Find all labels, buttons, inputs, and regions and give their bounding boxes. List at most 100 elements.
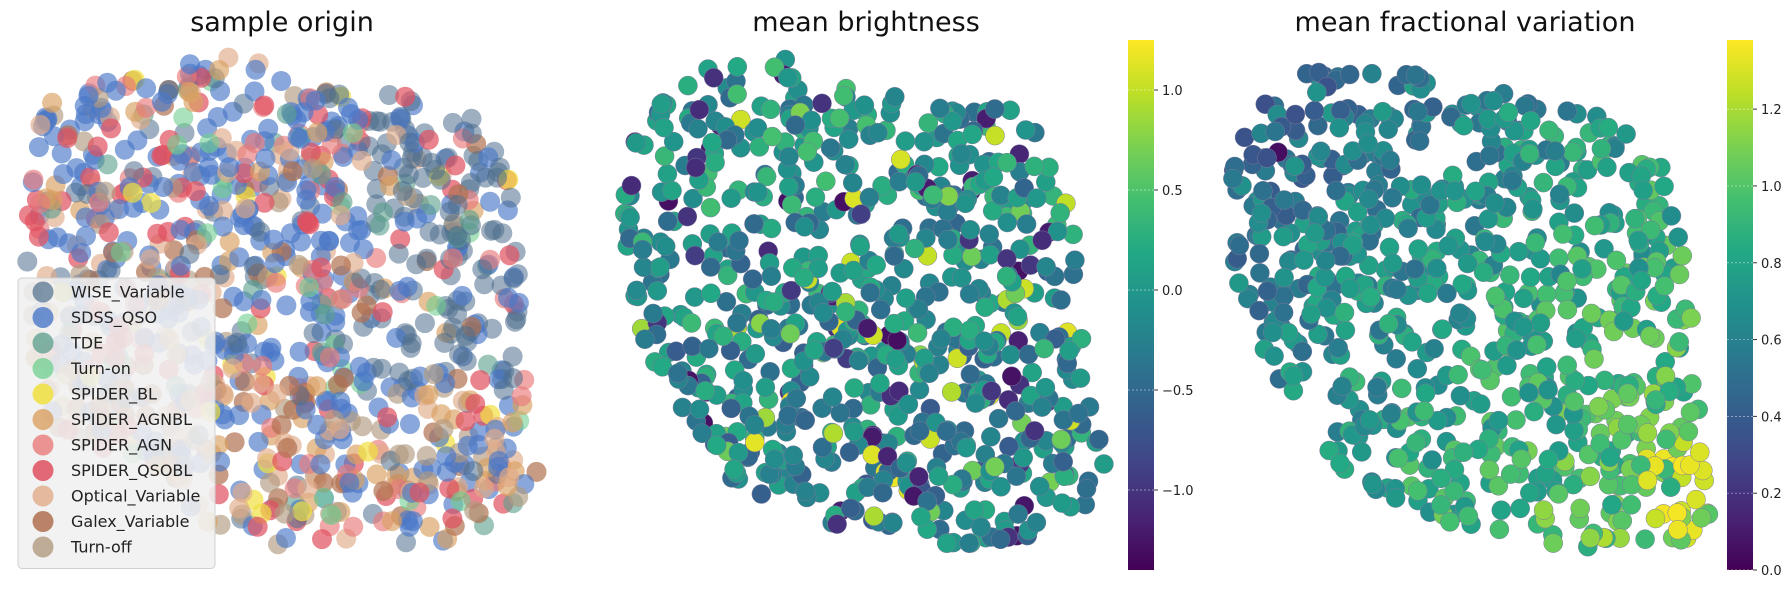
- point-wise-variable: [487, 167, 507, 188]
- variation-point: [1570, 498, 1590, 519]
- point-wise-variable: [449, 344, 470, 365]
- point-turn-on: [167, 134, 188, 155]
- point-optical-variable: [266, 384, 287, 405]
- point-galex-variable: [334, 368, 354, 388]
- point-spider-agnbl: [431, 404, 452, 425]
- brightness-point: [974, 331, 994, 351]
- point-spider-agn: [136, 97, 157, 118]
- brightness-point: [626, 280, 647, 301]
- variation-point: [1381, 404, 1401, 424]
- brightness-point: [1070, 368, 1091, 388]
- point-spider-qsobl: [28, 226, 49, 247]
- brightness-point: [960, 220, 980, 240]
- brightness-point: [983, 167, 1004, 187]
- variation-point: [1378, 119, 1398, 140]
- point-wise-variable: [370, 111, 390, 132]
- variation-point: [1606, 250, 1627, 271]
- mean-brightness-colorbar: 1.0 0.5 0.0 −0.5 −1.0: [1128, 40, 1194, 570]
- variation-point: [1404, 259, 1425, 279]
- legend-label: Turn-off: [70, 538, 133, 557]
- brightness-point: [786, 388, 807, 409]
- brightness-point: [839, 442, 860, 462]
- brightness-point: [1035, 377, 1056, 398]
- point-sdss-qso: [71, 242, 92, 263]
- point-optical-variable: [499, 467, 520, 488]
- variation-point: [1424, 338, 1444, 359]
- variation-point: [1564, 203, 1585, 223]
- point-tde: [276, 104, 297, 124]
- variation-point: [1680, 402, 1701, 423]
- point-sdss-qso: [127, 130, 148, 151]
- point-optical-variable: [140, 249, 161, 270]
- colorbar-gradient: [1727, 40, 1753, 570]
- variation-point: [1667, 503, 1688, 523]
- brightness-point: [1000, 344, 1021, 365]
- variation-point: [1382, 188, 1403, 208]
- brightness-point: [1052, 493, 1072, 513]
- variation-point: [1304, 100, 1325, 121]
- brightness-point: [930, 98, 950, 119]
- variation-point: [1405, 65, 1426, 85]
- variation-point: [1491, 500, 1512, 520]
- variation-point: [1513, 288, 1534, 309]
- point-sdss-qso: [53, 164, 74, 184]
- variation-point: [1359, 410, 1380, 430]
- point-spider-agnbl: [42, 92, 63, 113]
- brightness-point: [657, 211, 678, 232]
- variation-point: [1444, 481, 1464, 501]
- brightness-point: [835, 154, 855, 175]
- legend-label: SPIDER_BL: [71, 385, 157, 405]
- variation-point: [1479, 459, 1500, 480]
- variation-point: [1431, 495, 1451, 515]
- variation-point: [1600, 447, 1620, 467]
- variation-point: [1360, 287, 1381, 307]
- brightness-point: [689, 99, 710, 120]
- point-sdss-qso: [397, 276, 418, 297]
- variation-point: [1347, 202, 1368, 222]
- point-optical-variable: [351, 150, 372, 171]
- brightness-point: [844, 421, 864, 442]
- point-sdss-qso: [28, 137, 49, 158]
- variation-point: [1432, 319, 1453, 339]
- variation-point: [1359, 189, 1379, 209]
- brightness-point: [761, 319, 781, 339]
- brightness-point: [663, 131, 684, 152]
- brightness-point: [888, 224, 909, 244]
- brightness-point: [778, 405, 798, 426]
- brightness-point: [844, 378, 865, 398]
- point-spider-agnbl: [306, 376, 327, 397]
- point-spider-qsobl: [151, 145, 172, 166]
- variation-point: [1249, 300, 1269, 321]
- brightness-point: [898, 394, 919, 414]
- variation-point: [1640, 326, 1660, 346]
- point-optical-variable: [229, 498, 250, 519]
- point-wise-variable: [447, 225, 468, 246]
- variation-point: [1617, 414, 1638, 435]
- brightness-point: [727, 84, 747, 104]
- brightness-point: [827, 514, 847, 534]
- brightness-point: [1071, 328, 1092, 349]
- variation-point: [1645, 390, 1666, 410]
- point-spider-agnbl: [366, 464, 387, 485]
- point-optical-variable: [329, 419, 350, 439]
- point-spider-bl: [292, 501, 313, 522]
- brightness-point: [909, 466, 929, 487]
- point-turn-on: [426, 295, 447, 316]
- point-sdss-qso: [310, 454, 331, 475]
- variation-point: [1597, 157, 1617, 178]
- brightness-point: [779, 146, 799, 167]
- point-sdss-qso: [289, 341, 310, 362]
- variation-point: [1633, 180, 1653, 201]
- variation-point: [1361, 215, 1381, 235]
- brightness-point: [872, 482, 893, 503]
- variation-point: [1330, 100, 1351, 121]
- variation-point: [1506, 410, 1526, 430]
- variation-point: [1565, 371, 1585, 391]
- variation-point: [1530, 313, 1551, 333]
- point-turn-on: [342, 122, 363, 143]
- point-turn-off: [260, 472, 280, 493]
- brightness-point: [885, 349, 906, 369]
- colorbar-tick-label: 0.2: [1761, 487, 1782, 502]
- variation-point: [1588, 396, 1609, 417]
- point-wise-variable: [474, 274, 495, 295]
